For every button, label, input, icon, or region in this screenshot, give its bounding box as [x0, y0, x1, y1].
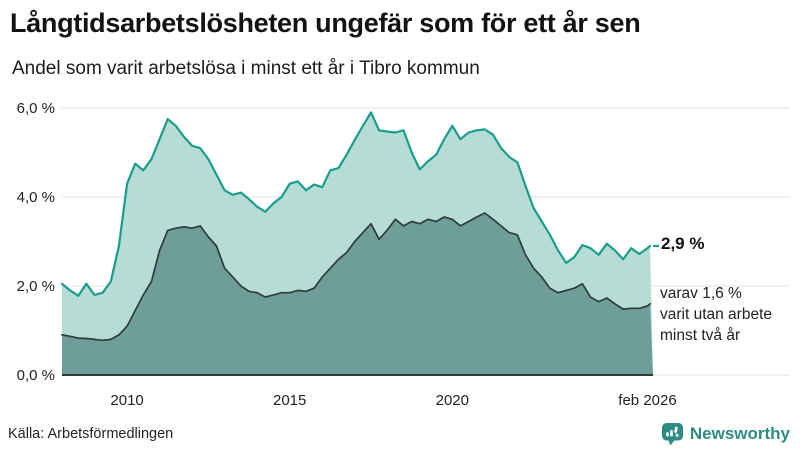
page-title: Långtidsarbetslösheten ungefär som för e…	[10, 8, 641, 38]
end-annotation: varav 1,6 % varit utan arbete minst två …	[660, 283, 772, 346]
y-tick-label: 6,0 %	[17, 100, 55, 117]
end-value-label: 2,9 %	[661, 234, 705, 253]
area-chart: 6,0 % 4,0 % 2,0 % 0,0 % 2010 2015 2020 feb 2026	[17, 100, 790, 409]
newsworthy-icon	[661, 423, 683, 446]
annotation-line: varav 1,6 %	[660, 285, 742, 302]
x-tick-label: 2010	[110, 392, 143, 409]
y-tick-label: 4,0 %	[17, 189, 55, 206]
series-line-1	[61, 212, 651, 342]
y-tick-label: 0,0 %	[17, 367, 55, 384]
x-tick-label: 2015	[273, 392, 306, 409]
y-tick-label: 2,0 %	[17, 278, 55, 295]
source-credit: Källa: Arbetsförmedlingen	[8, 426, 174, 442]
newsworthy-wordmark: Newsworthy	[689, 424, 790, 443]
newsworthy-logo[interactable]: Newsworthy	[661, 421, 790, 447]
series-line-0	[60, 111, 652, 297]
series-area-1	[62, 213, 653, 375]
annotation-line: varit utan arbete	[660, 306, 773, 323]
x-tick-label: 2020	[436, 392, 469, 409]
page-subtitle: Andel som varit arbetslösa i minst ett å…	[12, 58, 480, 79]
x-tick-label: feb 2026	[618, 392, 676, 409]
annotation-line: minst två år	[660, 327, 741, 344]
